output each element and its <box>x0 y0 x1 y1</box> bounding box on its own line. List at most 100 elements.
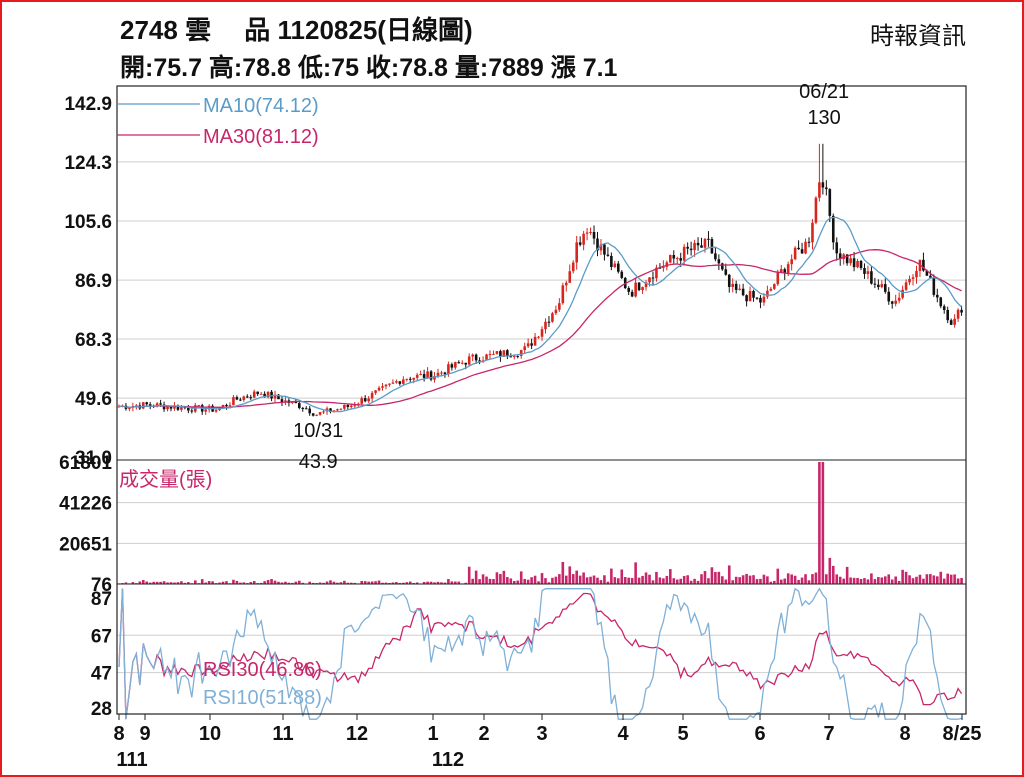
candle-body <box>883 284 887 292</box>
candle-body <box>148 404 152 406</box>
candle-body <box>734 283 738 290</box>
candle-body <box>578 242 582 245</box>
volume-bar <box>946 573 949 584</box>
volume-bar <box>748 575 752 584</box>
candle-body <box>779 269 783 273</box>
candle-body <box>942 306 946 310</box>
candle-body <box>679 258 683 261</box>
volume-bar <box>658 577 662 584</box>
candle-body <box>190 410 194 412</box>
volume-bar <box>291 582 294 584</box>
volume-bar <box>311 582 315 584</box>
volume-bar <box>883 576 887 584</box>
volume-bar <box>783 578 787 584</box>
candle-body <box>315 414 318 416</box>
volume-bar <box>187 582 190 584</box>
volume-bar <box>700 574 703 584</box>
volume-bar <box>454 581 457 584</box>
candle-body <box>915 270 918 278</box>
rsi-tick-label: 47 <box>91 664 112 685</box>
candle-body <box>786 264 790 274</box>
volume-bar <box>131 582 135 584</box>
volume-bar <box>648 574 651 584</box>
candle-body <box>870 271 873 284</box>
candle-body <box>800 249 804 254</box>
candle-body <box>922 259 925 271</box>
volume-bar <box>915 576 918 584</box>
candle-body <box>700 245 703 248</box>
candle-body <box>561 285 565 304</box>
candle-body <box>155 403 159 407</box>
volume-bar <box>211 581 214 584</box>
volume-bar <box>377 580 381 584</box>
candle-body <box>353 405 357 407</box>
volume-bar <box>391 582 395 584</box>
volume-bar <box>935 576 939 584</box>
volume-bar <box>873 579 877 584</box>
candle-body <box>911 277 915 279</box>
candle-body <box>259 393 263 395</box>
candle-body <box>648 277 651 283</box>
volume-bar <box>610 568 613 584</box>
candle-body <box>273 394 277 399</box>
candle-body <box>804 241 807 254</box>
candle-body <box>308 408 312 414</box>
candle-body <box>946 309 949 321</box>
volume-bar <box>838 576 842 584</box>
candle-body <box>738 288 741 290</box>
volume-bar <box>613 577 617 584</box>
volume-bar <box>731 580 735 584</box>
volume-bar <box>568 566 572 584</box>
volume-bar <box>762 574 766 584</box>
volume-bar <box>960 577 963 584</box>
candle-body <box>377 387 381 391</box>
plot-border <box>116 85 967 715</box>
volume-bar <box>897 580 901 584</box>
candle-body <box>457 362 461 364</box>
volume-bar <box>443 582 447 584</box>
candle-body <box>613 263 617 268</box>
candle-body <box>467 356 471 365</box>
volume-bar <box>384 582 388 584</box>
x-tick-label: 9 <box>139 723 150 745</box>
volume-bar <box>558 574 561 584</box>
price-tick-label: 124.3 <box>64 153 112 174</box>
volume-bar <box>332 581 336 584</box>
volume-bar <box>831 565 835 584</box>
candle-body <box>845 254 849 264</box>
volume-bar <box>811 574 814 584</box>
volume-bar <box>447 579 450 584</box>
volume-bar <box>374 581 377 584</box>
candle-body <box>662 266 665 268</box>
volume-bar <box>825 574 828 584</box>
volume-bar <box>578 575 582 584</box>
candle-body <box>374 390 377 393</box>
volume-bar <box>630 577 634 584</box>
candle-body <box>835 242 839 254</box>
volume-bar <box>301 582 305 584</box>
volume-bar <box>696 580 700 584</box>
candle-body <box>221 404 225 408</box>
candle-body <box>721 263 724 270</box>
candle-body <box>405 378 409 380</box>
candle-body <box>180 407 183 410</box>
candle-body <box>620 271 624 278</box>
volume-bar <box>166 582 169 584</box>
volume-bar <box>155 581 159 584</box>
candle-body <box>762 296 766 303</box>
candle-body <box>696 242 700 246</box>
candle-body <box>925 270 929 276</box>
candle-body <box>863 267 866 274</box>
candle-body <box>176 405 180 410</box>
candle-body <box>488 354 492 356</box>
volume-bar <box>592 575 596 584</box>
candle-body <box>710 239 714 254</box>
volume-bar <box>273 580 277 584</box>
candle-body <box>682 246 686 261</box>
volume-bar <box>880 577 884 584</box>
volume-bar <box>499 574 502 584</box>
volume-bar <box>641 575 644 584</box>
volume-bar <box>942 578 946 584</box>
volume-bar <box>506 577 509 584</box>
volume-bar <box>433 582 436 584</box>
